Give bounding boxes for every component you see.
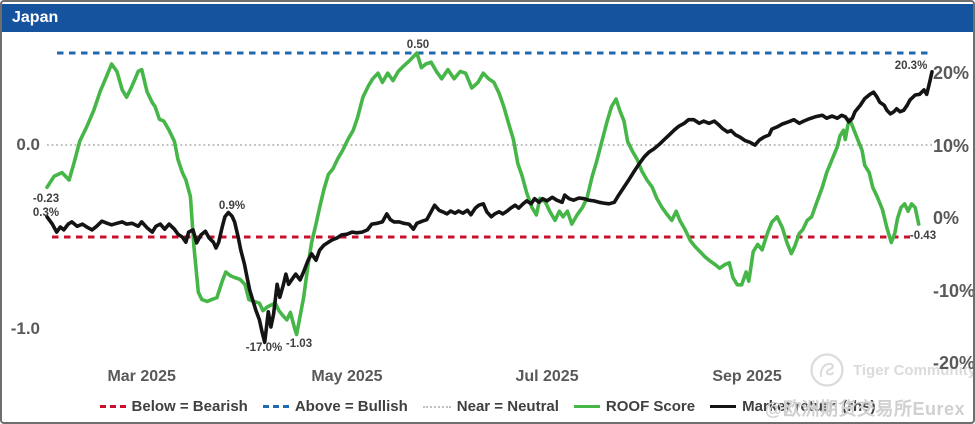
right-axis-tick: -10%: [933, 280, 975, 301]
chart-title: Japan: [12, 9, 59, 26]
data-point-annotation: 0.50: [406, 39, 430, 51]
chart-legend: Below = Bearish Above = Bullish Near = Neu…: [2, 398, 973, 415]
x-axis-tick: Jul 2025: [515, 368, 579, 385]
x-axis-tick: Sep 2025: [712, 368, 782, 385]
right-axis-tick: 20%: [933, 63, 970, 83]
legend-swatch-solid-icon: [710, 405, 737, 408]
legend-swatch-dashed-icon: [262, 405, 289, 408]
data-point-annotation: 0.9%: [218, 200, 246, 212]
legend-swatch-solid-icon: [573, 405, 600, 408]
data-point-annotation: -1.03: [285, 338, 313, 350]
x-axis-tick: Mar 2025: [107, 368, 176, 385]
tiger-community-label: Tiger Community: [853, 361, 975, 379]
tiger-community-watermark: Tiger Community: [808, 351, 975, 389]
right-axis-tick: -20%: [933, 353, 975, 373]
legend-item: Near = Neutral: [422, 398, 559, 415]
series-line-market-return: [45, 70, 934, 345]
data-point-annotation: -0.23: [32, 193, 60, 205]
right-axis-tick: 0%: [933, 208, 960, 228]
legend-label: ROOF Score: [605, 398, 696, 415]
data-point-annotation: 0.3%: [32, 207, 60, 219]
data-point-annotation: -0.43: [909, 230, 937, 242]
chart-title-bar: Japan: [2, 4, 973, 32]
legend-item: Market return (rhs): [710, 398, 875, 415]
legend-item: Below = Bearish: [99, 398, 248, 415]
legend-swatch-dashed-icon: [99, 405, 126, 408]
left-axis-tick: -1.0: [10, 319, 40, 338]
x-axis-tick: May 2025: [311, 368, 383, 385]
legend-swatch-dotted-icon: [422, 405, 451, 408]
data-point-annotation: -17.0%: [245, 342, 283, 354]
tiger-logo-icon: [810, 353, 844, 387]
legend-label: Near = Neutral: [456, 398, 559, 415]
right-axis-tick: 10%: [933, 135, 970, 156]
data-point-annotation: 20.3%: [894, 60, 928, 72]
legend-label: Above = Bullish: [294, 398, 408, 415]
legend-item: ROOF Score: [573, 398, 696, 415]
left-axis-tick: 0.0: [16, 135, 40, 154]
legend-label: Market return (rhs): [742, 398, 876, 415]
legend-item: Above = Bullish: [262, 398, 408, 415]
series-line-roof-score: [45, 51, 921, 337]
legend-label: Below = Bearish: [131, 398, 248, 415]
exchange-watermark: @欧洲期货交易所Eurex: [764, 399, 965, 419]
